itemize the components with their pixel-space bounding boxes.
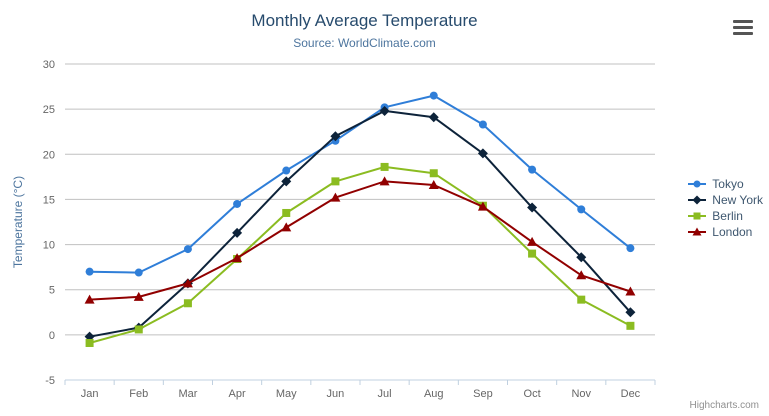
x-axis-tick-label: Sep <box>473 388 493 400</box>
data-point-tokyo[interactable] <box>577 205 586 214</box>
data-point-new-york[interactable] <box>330 131 341 142</box>
data-point-new-york[interactable] <box>477 148 488 159</box>
data-point-london[interactable] <box>281 222 292 232</box>
y-axis-tick-label: 15 <box>43 194 55 206</box>
data-point-london[interactable] <box>428 179 439 189</box>
data-point-tokyo[interactable] <box>478 120 487 129</box>
data-point-london[interactable] <box>330 192 341 202</box>
legend-item-berlin[interactable]: Berlin <box>687 209 763 223</box>
series-tokyo <box>85 91 635 277</box>
data-point-london[interactable] <box>133 291 144 301</box>
credits-link[interactable]: Highcharts.com <box>689 400 759 411</box>
data-point-tokyo[interactable] <box>134 268 143 277</box>
legend-label: London <box>712 225 753 239</box>
legend-item-new-york[interactable]: New York <box>687 193 763 207</box>
data-point-tokyo[interactable] <box>233 199 242 208</box>
x-axis-tick-label: May <box>276 388 297 400</box>
legend-marker-diamond-icon <box>688 195 707 205</box>
data-point-berlin[interactable] <box>626 321 635 330</box>
data-point-berlin[interactable] <box>85 338 94 347</box>
legend-marker-square-icon <box>688 212 707 220</box>
data-point-london[interactable] <box>576 270 587 280</box>
hamburger-bar <box>733 26 753 29</box>
data-point-berlin[interactable] <box>331 177 340 186</box>
legend-marker-berlin[interactable] <box>693 212 701 220</box>
data-point-london[interactable] <box>625 286 636 296</box>
data-point-new-york[interactable] <box>428 112 439 123</box>
series-london <box>84 176 636 304</box>
data-point-london[interactable] <box>232 253 243 263</box>
x-axis-tick-label: Jun <box>327 388 345 400</box>
legend-item-london[interactable]: London <box>687 225 763 239</box>
x-axis-tick-label: Jul <box>378 388 392 400</box>
series-line-new-york <box>88 109 632 338</box>
data-point-berlin[interactable] <box>429 169 438 178</box>
y-axis-tick-label: 25 <box>43 104 55 116</box>
data-point-berlin[interactable] <box>134 325 143 334</box>
data-point-tokyo[interactable] <box>429 91 438 100</box>
y-axis-tick-label: 0 <box>49 330 55 342</box>
legend-label: Tokyo <box>712 177 744 191</box>
data-point-tokyo[interactable] <box>282 166 291 175</box>
series-line-london <box>88 180 632 301</box>
y-axis-tick-label: 20 <box>43 149 55 161</box>
hamburger-bar <box>733 20 753 23</box>
legend-marker-london[interactable] <box>692 227 702 236</box>
data-point-berlin[interactable] <box>380 162 389 171</box>
data-point-new-york[interactable] <box>379 105 390 116</box>
data-point-london[interactable] <box>477 201 488 211</box>
legend-marker-tokyo[interactable] <box>693 180 701 188</box>
x-axis-tick-label: Jan <box>81 388 99 400</box>
y-axis-tick-label: 10 <box>43 240 55 252</box>
legend: Tokyo New York Berlin London <box>687 175 763 241</box>
y-axis-title: Temperature (°C) <box>11 176 25 268</box>
data-point-new-york[interactable] <box>625 307 636 318</box>
data-point-london[interactable] <box>84 294 95 304</box>
data-point-london[interactable] <box>379 176 390 186</box>
data-point-tokyo[interactable] <box>626 244 635 253</box>
legend-label: New York <box>712 193 763 207</box>
data-point-tokyo[interactable] <box>183 245 192 254</box>
series-new-york <box>84 105 636 342</box>
x-axis-tick-label: Mar <box>178 388 197 400</box>
legend-label: Berlin <box>712 209 743 223</box>
legend-marker-circle-icon <box>688 180 707 188</box>
chart-title: Monthly Average Temperature <box>251 11 478 30</box>
chart-subtitle: Source: WorldClimate.com <box>293 36 436 50</box>
x-axis-tick-label: Nov <box>571 388 591 400</box>
x-axis-tick-label: Dec <box>621 388 641 400</box>
data-point-london[interactable] <box>182 278 193 288</box>
x-axis-tick-label: Aug <box>424 388 444 400</box>
data-point-new-york[interactable] <box>576 252 587 263</box>
data-point-berlin[interactable] <box>528 249 537 258</box>
data-point-new-york[interactable] <box>527 202 538 213</box>
x-axis-tick-label: Oct <box>524 388 541 400</box>
hamburger-bar <box>733 32 753 35</box>
y-axis-tick-label: 30 <box>43 59 55 71</box>
data-point-new-york[interactable] <box>232 227 243 238</box>
x-axis-tick-label: Apr <box>229 388 246 400</box>
series-line-tokyo <box>88 94 632 274</box>
y-axis-tick-label: -5 <box>45 375 55 387</box>
data-point-tokyo[interactable] <box>85 267 94 276</box>
data-point-new-york[interactable] <box>281 176 292 187</box>
x-axis-tick-label: Feb <box>129 388 148 400</box>
legend-item-tokyo[interactable]: Tokyo <box>687 177 763 191</box>
data-point-berlin[interactable] <box>577 295 586 304</box>
data-point-berlin[interactable] <box>282 208 291 217</box>
legend-marker-new-york[interactable] <box>692 195 702 205</box>
data-point-berlin[interactable] <box>183 299 192 308</box>
series-line-berlin <box>88 165 632 344</box>
data-point-tokyo[interactable] <box>528 165 537 174</box>
legend-marker-triangle-icon <box>688 227 707 236</box>
y-axis-tick-label: 5 <box>49 285 55 297</box>
data-point-london[interactable] <box>527 236 538 246</box>
export-menu-icon[interactable] <box>733 20 753 35</box>
